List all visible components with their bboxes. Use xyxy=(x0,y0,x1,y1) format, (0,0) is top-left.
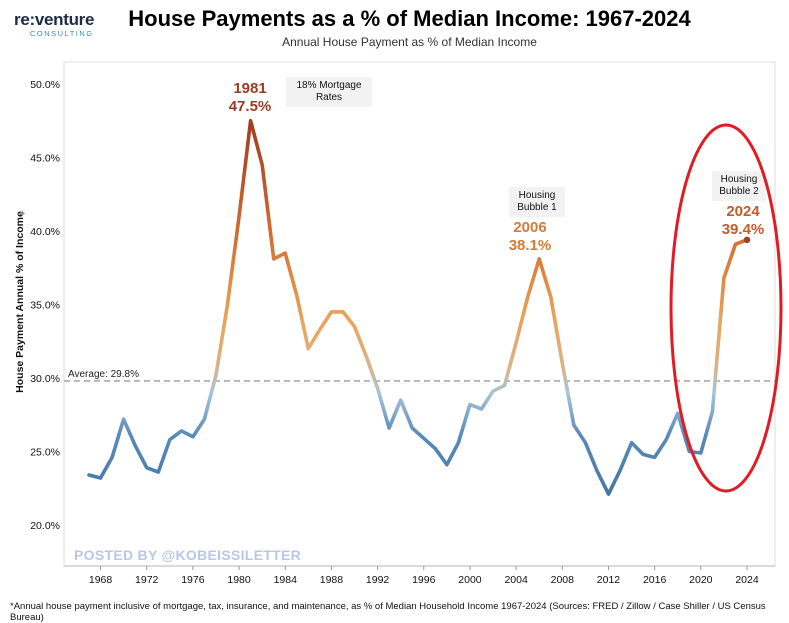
note-mortgage-rates-text: Rates xyxy=(316,92,342,103)
y-tick-label: 25.0% xyxy=(30,447,60,459)
x-tick-label: 2000 xyxy=(458,574,482,586)
x-tick-label: 2020 xyxy=(689,574,713,586)
note-mortgage-rates-box xyxy=(286,77,372,107)
y-tick-label: 30.0% xyxy=(30,373,60,385)
y-tick-label: 20.0% xyxy=(30,520,60,532)
brand-sub: CONSULTING xyxy=(30,29,94,38)
chart-subtitle: Annual House Payment as % of Median Inco… xyxy=(282,35,537,49)
note-bubble-2-text: Housing xyxy=(721,174,758,185)
end-point xyxy=(743,236,751,244)
annotation-year-2006: 2006 xyxy=(513,219,546,236)
x-tick-label: 2024 xyxy=(735,574,759,586)
plot-frame xyxy=(63,61,776,567)
x-tick-label: 1984 xyxy=(274,574,298,586)
x-tick-label: 2012 xyxy=(597,574,621,586)
x-tick-label: 1976 xyxy=(181,574,205,586)
y-tick-label: 50.0% xyxy=(30,79,60,91)
x-tick-label: 2016 xyxy=(643,574,667,586)
x-tick-label: 2004 xyxy=(504,574,528,586)
annotation-value-2006: 38.1% xyxy=(509,237,552,254)
x-tick-label: 2008 xyxy=(551,574,575,586)
y-tick-label: 35.0% xyxy=(30,300,60,312)
y-tick-label: 40.0% xyxy=(30,226,60,238)
watermark: POSTED BY @KOBEISSILETTER xyxy=(74,547,302,563)
y-axis-label: House Payment Annual % of Income xyxy=(14,211,26,393)
note-mortgage-rates-text: 18% Mortgage xyxy=(296,80,361,91)
note-bubble-1-text: Bubble 1 xyxy=(517,202,557,213)
brand-logo: re:venture CONSULTING xyxy=(14,10,94,38)
note-bubble-2-box xyxy=(712,171,766,201)
annotation-year-1981: 1981 xyxy=(233,80,266,97)
chart-title: House Payments as a % of Median Income: … xyxy=(128,6,691,31)
note-bubble-1-text: Housing xyxy=(519,190,556,201)
x-tick-label: 1992 xyxy=(366,574,390,586)
x-tick-label: 1988 xyxy=(320,574,344,586)
x-tick-label: 1972 xyxy=(135,574,159,586)
annotation-value-2024: 39.4% xyxy=(722,221,765,238)
line-chart: 20.0% 25.0% 30.0% 35.0% 40.0% 45.0% 50.0% 1968 1… xyxy=(14,61,783,586)
x-tick-label: 1996 xyxy=(412,574,436,586)
brand-name: re:venture xyxy=(14,10,95,29)
y-tick-label: 45.0% xyxy=(30,153,60,165)
note-bubble-1-box xyxy=(509,187,565,217)
x-tick-label: 1980 xyxy=(227,574,251,586)
average-label: Average: 29.8% xyxy=(68,369,139,380)
pin-icon: ✦ xyxy=(18,209,26,220)
x-tick-label: 1968 xyxy=(89,574,113,586)
annotation-value-1981: 47.5% xyxy=(229,98,272,115)
highlight-ellipse xyxy=(669,123,783,493)
annotation-year-2024: 2024 xyxy=(726,203,760,220)
series-line xyxy=(87,119,749,496)
note-bubble-2-text: Bubble 2 xyxy=(719,186,759,197)
footnote: *Annual house payment inclusive of mortg… xyxy=(10,601,766,623)
